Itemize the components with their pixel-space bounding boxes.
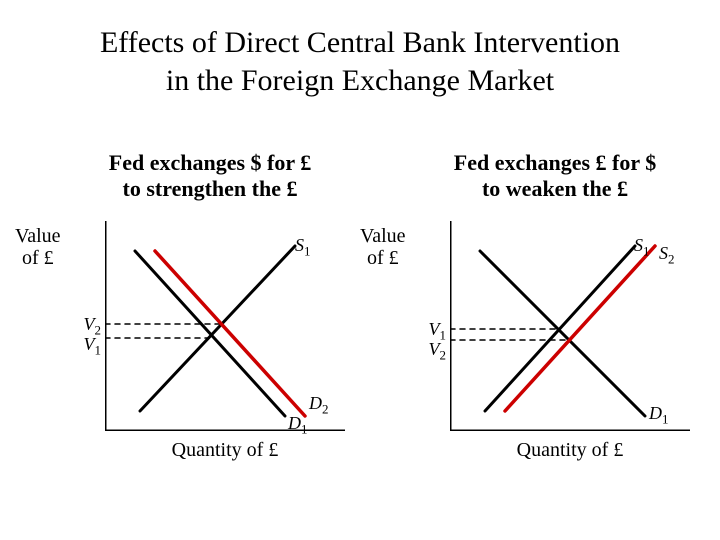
left-label-s1: S1 <box>295 235 311 260</box>
left-ylabel-1: Value <box>15 225 61 247</box>
left-plot: V2 V1 S1 D2 D1 <box>105 221 345 431</box>
right-subtitle-1: Fed exchanges £ for $ <box>454 150 656 175</box>
right-x-label: Quantity of £ <box>450 439 690 462</box>
left-chart: Fed exchanges $ for £ to strengthen the … <box>55 150 365 462</box>
right-label-d1: D1 <box>649 403 669 428</box>
right-y-label: Value of £ <box>360 225 406 269</box>
left-label-d1: D1 <box>288 413 308 438</box>
left-tick-v1: V1 <box>73 334 101 359</box>
left-subtitle: Fed exchanges $ for £ to strengthen the … <box>55 150 365 203</box>
right-subtitle-2: to weaken the £ <box>482 176 628 201</box>
right-chart: Fed exchanges £ for $ to weaken the £ Va… <box>400 150 710 462</box>
title-line-2: in the Foreign Exchange Market <box>166 64 554 97</box>
page-title: Effects of Direct Central Bank Intervent… <box>0 24 720 99</box>
right-subtitle: Fed exchanges £ for $ to weaken the £ <box>400 150 710 203</box>
left-x-label: Quantity of £ <box>105 439 345 462</box>
right-label-s1: S1 <box>634 235 650 260</box>
left-y-label: Value of £ <box>15 225 61 269</box>
left-label-d2: D2 <box>309 393 329 418</box>
right-tick-v2: V2 <box>418 339 446 364</box>
right-ylabel-1: Value <box>360 225 406 247</box>
right-svg <box>450 221 690 431</box>
left-subtitle-2: to strengthen the £ <box>123 176 298 201</box>
right-plot: V1 V2 S1 S2 D1 <box>450 221 690 431</box>
left-subtitle-1: Fed exchanges $ for £ <box>109 150 311 175</box>
left-ylabel-2: of £ <box>22 247 54 269</box>
right-label-s2: S2 <box>659 243 675 268</box>
right-ylabel-2: of £ <box>367 247 399 269</box>
title-line-1: Effects of Direct Central Bank Intervent… <box>100 26 620 59</box>
